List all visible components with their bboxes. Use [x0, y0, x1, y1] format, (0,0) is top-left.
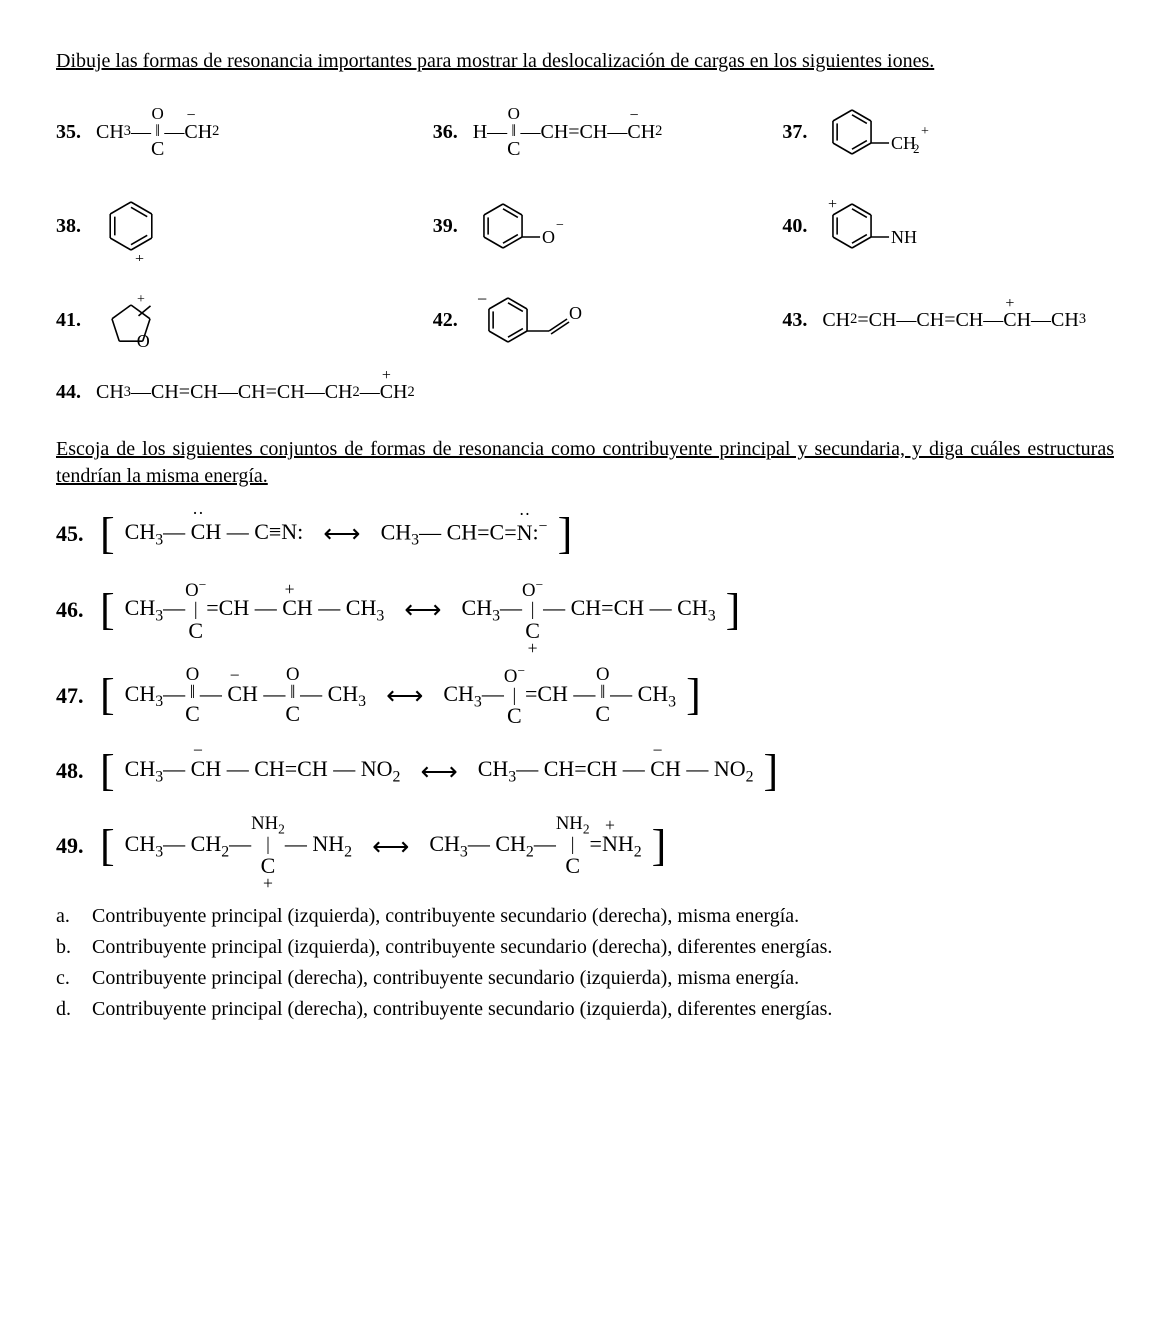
problem-formula: CH2+ [822, 97, 942, 167]
problem-number: 37. [782, 119, 812, 146]
resonance-arrow-icon: ⟷ [376, 678, 433, 713]
resonance-arrow-icon: ⟷ [362, 829, 419, 864]
bracket-right: ] [726, 588, 741, 632]
problem-40: 40. NH + [782, 191, 1114, 261]
bracket-right: ] [764, 749, 779, 793]
option-label: c. [56, 965, 78, 992]
problem-formula: + [96, 191, 216, 261]
instruction-choose: Escoja de los siguientes conjuntos de fo… [56, 436, 1114, 490]
bracket-left: [ [100, 588, 115, 632]
problem-number: 44. [56, 379, 86, 406]
options-list: a. Contribuyente principal (izquierda), c… [56, 903, 1114, 1023]
problem-35: 35. CH3—O‖C—C−H2 [56, 105, 415, 159]
resonance-left: CH3— C··H — C≡N: [125, 517, 304, 551]
bracket-right: ] [652, 824, 667, 868]
resonance-47: 47. [CH3—O‖C— C−H —O‖C— CH3 ⟷ CH3—O−|C=CH —… [56, 664, 1114, 728]
option-text: Contribuyente principal (izquierda), con… [92, 934, 832, 961]
svg-text:−: − [556, 218, 564, 233]
problem-number: 48. [56, 756, 90, 786]
problem-38: 38. + [56, 191, 415, 261]
resonance-right: CH3—O−|C=CH —O‖C— CH3 [443, 664, 676, 728]
svg-text:O: O [542, 227, 555, 247]
problem-36: 36. H—O‖C—CH=CH—C−H2 [433, 105, 765, 159]
problem-formula: O− [473, 285, 603, 355]
resonance-46: 46. [CH3—O−|C=CH — C+H — CH3 ⟷ CH3—O−|C+— C… [56, 578, 1114, 642]
bracket-right: ] [686, 673, 701, 717]
svg-text:2: 2 [913, 141, 920, 156]
problem-formula: CH2=CH—CH=CH—C+H—CH3 [822, 307, 1086, 334]
option-label: d. [56, 996, 78, 1023]
problem-number: 45. [56, 519, 90, 549]
option-b: b. Contribuyente principal (izquierda), c… [56, 934, 1114, 961]
problem-number: 39. [433, 213, 463, 240]
problem-number: 46. [56, 595, 90, 625]
problem-formula: O− [473, 191, 593, 261]
option-a: a. Contribuyente principal (izquierda), c… [56, 903, 1114, 930]
resonance-48: 48. [ CH3— C−H — CH=CH — NO2 ⟷ CH3— CH=CH — … [56, 749, 1114, 793]
problem-number: 49. [56, 831, 90, 861]
svg-text:+: + [921, 124, 929, 139]
option-label: b. [56, 934, 78, 961]
problem-39: 39. O− [433, 191, 765, 261]
resonance-right: CH3— CH2—NH2|C=N+H2 [429, 815, 641, 877]
resonance-left: CH3—O‖C— C−H —O‖C— CH3 [125, 666, 366, 725]
problem-42: 42.O− [433, 285, 765, 355]
bracket-left: [ [100, 673, 115, 717]
instruction-draw: Dibuje las formas de resonancia importan… [56, 48, 1114, 75]
resonance-45: 45. [ CH3— C··H — C≡N: ⟷ CH3— CH=C=N··:−] [56, 512, 1114, 556]
resonance-left: CH3— CH2—NH2|C+— NH2 [125, 815, 352, 877]
resonance-right: CH3—O−|C+— CH=CH — CH3 [462, 578, 716, 642]
resonance-left: CH3— C−H — CH=CH — NO2 [125, 754, 401, 788]
resonance-right: CH3— CH=CH — C−H — NO2 [478, 754, 754, 788]
problems-draw-grid: 35. CH3—O‖C—C−H2 36. H—O‖C—CH=CH—C−H2 37. CH2… [56, 97, 1114, 406]
problem-formula: H—O‖C—CH=CH—C−H2 [473, 105, 663, 159]
problem-43: 43. CH2=CH—CH=CH—C+H—CH3 [782, 307, 1114, 334]
problem-number: 43. [782, 307, 812, 334]
problem-formula: CH3—CH=CH—CH=CH—CH2—C+H2 [96, 379, 415, 406]
option-text: Contribuyente principal (izquierda), con… [92, 903, 799, 930]
problem-37: 37. CH2+ [782, 97, 1114, 167]
bracket-left: [ [100, 824, 115, 868]
option-label: a. [56, 903, 78, 930]
resonance-list: 45.[CH3— C··H — C≡N:⟷CH3— CH=C=N··:−]46.… [56, 512, 1114, 877]
problem-formula: O+ [96, 285, 176, 355]
bracket-left: [ [100, 512, 115, 556]
svg-text:+: + [135, 251, 144, 261]
problem-number: 40. [782, 213, 812, 240]
svg-text:−: − [477, 289, 487, 309]
bracket-left: [ [100, 749, 115, 793]
option-d: d. Contribuyente principal (derecha), con… [56, 996, 1114, 1023]
svg-text:NH: NH [891, 227, 917, 247]
svg-text:O: O [569, 303, 582, 323]
resonance-arrow-icon: ⟷ [394, 592, 451, 627]
problem-number: 47. [56, 681, 90, 711]
resonance-49: 49. [CH3— CH2—NH2|C+— NH2 ⟷ CH3— CH2—NH2|C=… [56, 815, 1114, 877]
problem-44: 44. CH3—CH=CH—CH=CH—CH2—C+H2 [56, 379, 415, 406]
resonance-left: CH3—O−|C=CH — C+H — CH3 [125, 578, 385, 642]
problem-number: 38. [56, 213, 86, 240]
problem-formula: CH3—O‖C—C−H2 [96, 105, 219, 159]
resonance-right: CH3— CH=C=N··:− [381, 516, 548, 551]
option-text: Contribuyente principal (derecha), contr… [92, 965, 799, 992]
svg-text:+: + [137, 292, 145, 307]
option-c: c. Contribuyente principal (derecha), con… [56, 965, 1114, 992]
problem-number: 42. [433, 307, 463, 334]
option-text: Contribuyente principal (derecha), contr… [92, 996, 832, 1023]
resonance-arrow-icon: ⟷ [410, 754, 467, 789]
problem-formula: NH + [822, 191, 942, 261]
problem-number: 41. [56, 307, 86, 334]
svg-text:O: O [137, 331, 150, 351]
svg-text:+: + [828, 196, 837, 213]
problem-number: 36. [433, 119, 463, 146]
bracket-right: ] [558, 512, 573, 556]
resonance-arrow-icon: ⟷ [313, 516, 370, 551]
problem-41: 41.O+ [56, 285, 415, 355]
problem-number: 35. [56, 119, 86, 146]
